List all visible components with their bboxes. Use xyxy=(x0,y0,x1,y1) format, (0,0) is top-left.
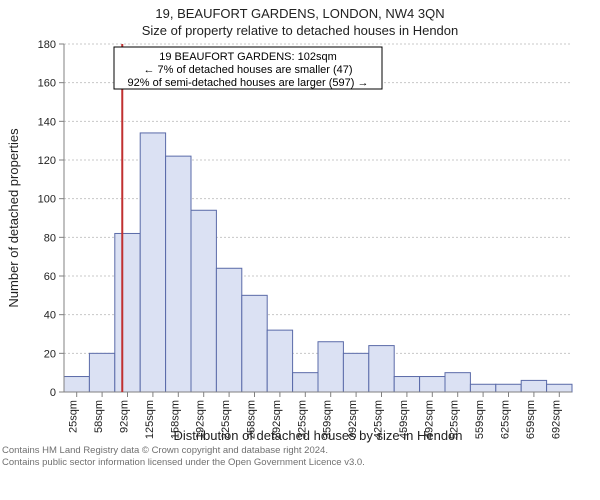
x-tick-label: 692sqm xyxy=(550,400,562,439)
histogram-bar xyxy=(140,133,165,392)
annotation-line3: 92% of semi-detached houses are larger (… xyxy=(128,77,369,89)
y-tick-label: 160 xyxy=(38,78,56,90)
histogram-bar xyxy=(216,268,241,392)
chart-title-primary: 19, BEAUFORT GARDENS, LONDON, NW4 3QN xyxy=(0,0,600,21)
y-tick-label: 140 xyxy=(38,116,56,128)
histogram-bar xyxy=(267,330,292,392)
x-tick-label: 125sqm xyxy=(144,400,156,439)
chart-title-secondary: Size of property relative to detached ho… xyxy=(0,21,600,38)
footer-line2: Contains public sector information licen… xyxy=(2,457,598,469)
annotation-line2: ← 7% of detached houses are smaller (47) xyxy=(143,64,352,76)
histogram-bar xyxy=(318,342,343,392)
y-tick-label: 180 xyxy=(38,39,56,51)
histogram-bar xyxy=(89,353,114,392)
x-tick-label: 559sqm xyxy=(474,400,486,439)
y-tick-label: 120 xyxy=(38,155,56,167)
histogram-bar xyxy=(521,380,546,392)
histogram-bar xyxy=(470,384,495,392)
histogram-bar xyxy=(64,377,89,392)
x-tick-label: 92sqm xyxy=(119,400,131,433)
histogram-bar xyxy=(420,377,445,392)
annotation-line1: 19 BEAUFORT GARDENS: 102sqm xyxy=(159,51,337,63)
histogram-svg: 0 20 40 60 80 100 120 140 160 180 25sqm 58sqm 92sqm 1… xyxy=(0,38,600,443)
histogram-bar xyxy=(445,373,470,392)
histogram-bar xyxy=(343,353,368,392)
histogram-bar xyxy=(166,156,191,392)
histogram-bar xyxy=(115,233,140,392)
x-tick-label: 58sqm xyxy=(93,400,105,433)
chart-area: 0 20 40 60 80 100 120 140 160 180 25sqm 58sqm 92sqm 1… xyxy=(0,38,600,443)
histogram-bar xyxy=(496,384,521,392)
footer-line1: Contains HM Land Registry data © Crown c… xyxy=(2,445,598,457)
x-tick-label: 625sqm xyxy=(500,400,512,439)
y-tick-label: 60 xyxy=(44,271,56,283)
histogram-bar xyxy=(369,346,394,392)
histogram-bar xyxy=(242,295,267,392)
histogram-bar xyxy=(191,210,216,392)
x-tick-label: 25sqm xyxy=(68,400,80,433)
chart-titles: 19, BEAUFORT GARDENS, LONDON, NW4 3QN Si… xyxy=(0,0,600,38)
y-axis-label: Number of detached properties xyxy=(6,128,21,308)
y-tick-label: 20 xyxy=(44,348,56,360)
y-tick-label: 0 xyxy=(50,387,56,399)
footer-attribution: Contains HM Land Registry data © Crown c… xyxy=(0,443,600,469)
histogram-bar xyxy=(293,373,318,392)
x-tick-label: 659sqm xyxy=(525,400,537,439)
y-tick-label: 100 xyxy=(38,194,56,206)
histogram-bar xyxy=(394,377,419,392)
y-tick-label: 80 xyxy=(44,232,56,244)
y-tick-label: 40 xyxy=(44,310,56,322)
x-axis-label: Distribution of detached houses by size … xyxy=(173,428,462,443)
histogram-bar xyxy=(547,384,572,392)
